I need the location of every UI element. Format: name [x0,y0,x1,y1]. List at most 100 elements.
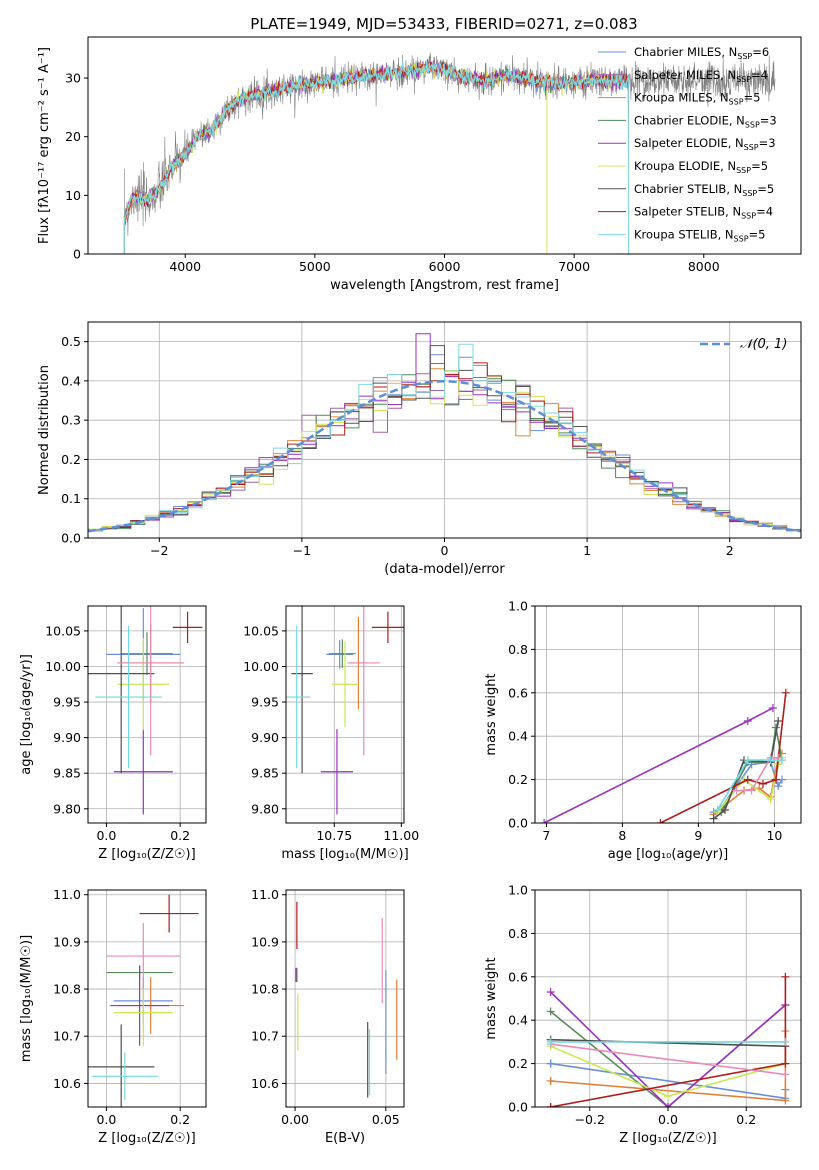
weight_vs_age-series-marker [766,756,775,765]
age_vs_Z-ytick-label: 9.80 [53,801,81,816]
residuals-ytick-label: 0.5 [61,334,81,349]
weight_vs_Z-ytick-label: 0.6 [508,969,528,984]
mass_vs_EBV-ytick-label: 11.0 [251,887,279,902]
weight_vs_age-ytick-label: 0.8 [508,642,528,657]
residuals-xtick-label: −1 [293,543,311,558]
residuals-ytick-label: 0.1 [61,491,81,506]
weight_vs_Z-xtick-label: 0.0 [658,1112,678,1127]
weight_vs_Z-axes [531,889,801,1111]
mass_vs_EBV-series [295,901,398,1098]
weight_vs_Z-ytick-label: 0.8 [508,926,528,941]
mass_vs_Z-ylabel: mass [log₁₀(M/M☉)] [19,935,34,1062]
residuals-ytick-label: 0.2 [61,452,81,467]
spectrum-ytick-label: 20 [65,129,81,144]
weight_vs_age-xtick-label: 7 [542,828,550,843]
weight_vs_Z-xtick-label: 0.2 [736,1112,756,1127]
age_vs_mass-ytick-label: 10.00 [243,659,279,674]
weight_vs_Z-series-marker [546,1076,555,1085]
weight_vs_Z-ytick-label: 1.0 [508,883,528,898]
weight_vs_Z-series-marker [546,987,555,996]
weight_vs_age-ytick-label: 0.2 [508,772,528,787]
age_vs_Z-ytick-label: 10.00 [45,659,81,674]
residuals-ytick-label: 0.3 [61,413,81,428]
residuals-xtick-label: 2 [726,543,734,558]
weight_vs_age-series-marker [778,756,786,765]
weight_vs_Z-xtick-label: −0.2 [575,1112,605,1127]
residuals-legend-label: 𝒩(0, 1) [740,337,787,352]
weight_vs_age-series-line [716,759,782,811]
spectrum-legend-label: Chabrier MILES, NSSP=6 [634,45,769,61]
weight_vs_Z-series-marker [664,1092,672,1101]
spectrum-xtick-label: 8000 [688,259,720,274]
residuals-xlabel: (data-model)/error [384,562,505,577]
weight_vs_age-series-marker [540,819,549,823]
weight_vs_age-series-marker [721,805,729,814]
weight_vs_age-series-marker [768,703,777,712]
weight_vs_Z-series-marker [781,1059,790,1068]
weight_vs_age-series-marker [743,775,752,784]
age_vs_Z-ylabel: age [log₁₀(age/yr)] [19,654,34,775]
age_vs_mass-xtick-label: 11.00 [383,828,419,843]
weight_vs_age-series-marker [766,795,775,804]
spectrum-ytick-label: 10 [65,188,81,203]
age_vs_Z-frame [87,605,207,824]
weight_vs_Z-ytick-label: 0.2 [508,1056,528,1071]
figure-title: PLATE=1949, MJD=53433, FIBERID=0271, z=0… [250,15,637,33]
weight_vs_Z-series-marker [546,1059,555,1068]
weight_vs_age-series-marker [709,814,718,823]
weight_vs_age-series-marker [771,775,780,784]
residuals-xtick-label: 1 [583,543,591,558]
age_vs_mass-ytick-label: 9.90 [251,730,279,745]
weight_vs_age-xlabel: age [log₁₀(age/yr)] [608,847,729,862]
age_vs_Z-series [88,606,203,815]
residuals-series [88,333,801,533]
residuals-histogram-line [88,345,801,531]
weight_vs_age-ytick-label: 0.6 [508,685,528,700]
spectrum-frame [87,36,802,255]
age_vs_Z-xlabel: Z [log₁₀(Z/Z☉)] [98,847,195,862]
age_vs_mass-xtick-label: 10.75 [316,828,352,843]
mass_vs_EBV-frame [285,889,405,1108]
weight_vs_Z-series-line [550,1043,786,1076]
mass_vs_EBV-xtick-label: 0.05 [372,1112,400,1127]
age_vs_Z-axes [84,606,206,827]
spectrum-model-line [123,59,630,254]
age_vs_mass-ytick-label: 10.05 [243,623,279,638]
weight_vs_Z-series-marker [546,1103,555,1107]
age_vs_mass-series [286,606,404,815]
spectrum-legend-label: Chabrier ELODIE, NSSP=3 [634,113,777,129]
weight_vs_age-series-marker [656,819,665,823]
age_vs_mass-ytick-label: 9.85 [251,766,279,781]
mass_vs_Z-frame [87,889,207,1108]
spectrum-xtick-label: 4000 [169,259,201,274]
spectrum-legend-label: Salpeter ELODIE, NSSP=3 [634,136,776,152]
age_vs_Z-ytick-label: 9.85 [53,766,81,781]
mass_vs_Z-ytick-label: 10.9 [53,934,81,949]
weight_vs_age-ytick-label: 0.4 [508,729,528,744]
weight_vs_age-series-marker [747,786,756,795]
age_vs_Z-ytick-label: 9.95 [53,695,81,710]
mass_vs_Z-xlabel: Z [log₁₀(Z/Z☉)] [98,1131,195,1146]
mass_vs_EBV-ytick-label: 10.6 [251,1076,279,1091]
mass_vs_EBV-ytick-label: 10.9 [251,934,279,949]
mass_vs_Z-xtick-label: 0.0 [96,1112,116,1127]
spectrum-legend-label: Kroupa MILES, NSSP=5 [634,91,760,107]
mass_vs_EBV-xlabel: E(B-V) [325,1131,365,1146]
weight_vs_Z-series-marker [546,1007,555,1016]
weight_vs_age-series-marker [713,805,722,814]
mass_vs_Z-ytick-label: 11.0 [53,887,81,902]
age_vs_mass-ytick-label: 9.80 [251,801,279,816]
weight_vs_age-frame [534,605,802,824]
spectrum-xtick-label: 6000 [429,259,461,274]
mass_vs_EBV-ytick-label: 10.7 [251,1029,279,1044]
mass_vs_Z-ytick-label: 10.8 [53,982,81,997]
weight_vs_Z-series-marker [781,1096,790,1105]
weight_vs_age-series-marker [743,756,752,765]
weight_vs_Z-series-line [550,991,786,1107]
weight_vs_Z-ytick-label: 0.4 [508,1013,528,1028]
weight_vs_Z-ylabel: mass weight [484,957,499,1039]
age_vs_Z-ytick-label: 10.05 [45,623,81,638]
residuals-ylabel: Normed distribution [37,365,52,495]
spectrum-legend-label: Kroupa ELODIE, NSSP=5 [634,159,768,175]
weight_vs_age-xtick-label: 10 [766,828,782,843]
